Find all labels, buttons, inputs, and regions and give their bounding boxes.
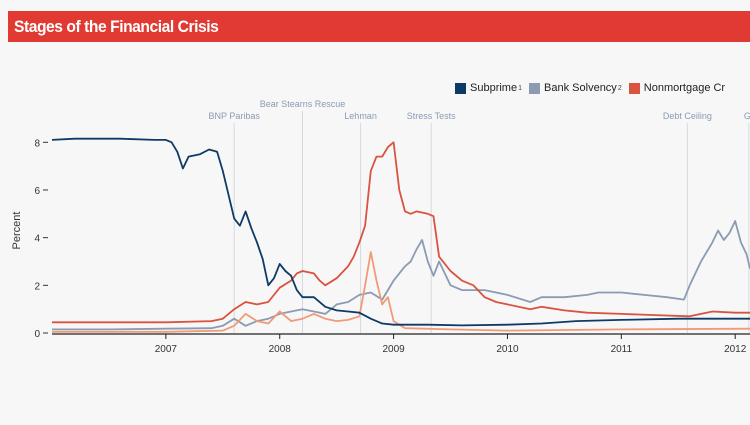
legend-sup-subprime: 1 [518,84,522,92]
series-line-subprime [51,137,750,327]
x-tick-label: 2011 [611,344,633,355]
x-tick-label: 2007 [155,344,178,355]
event-label: Debt Ceiling [663,111,712,121]
legend-swatch-subprime [455,82,466,94]
y-tick-label: 6 [34,186,40,197]
event-label: Bear Stearns Rescue [260,99,346,109]
legend-item-nonmortgage: Nonmortgage Cr [628,82,726,94]
legend-label-nonmortgage: Nonmortgage Cr [643,82,726,94]
legend-label-bank-solvency: Bank Solvency [544,82,617,94]
x-tick-label: 2008 [269,344,292,355]
event-label: BNP Paribas [209,111,261,121]
series-line-bank-solvency [52,220,750,331]
y-axis-label: Percent [11,212,23,250]
x-tick-label: 2009 [382,344,405,355]
event-label: Gr [744,111,750,121]
series-line-unlabeled [52,251,750,333]
legend-swatch-nonmortgage [628,82,640,94]
y-tick-label: 0 [34,329,40,340]
x-tick-label: 2010 [496,344,519,355]
event-label: Lehman [344,111,377,121]
legend-label-subprime: Subprime [470,82,518,94]
chart-title: Stages of the Financial Crisis [14,17,219,36]
legend-swatch-bank-solvency [529,82,541,94]
series-layer [51,137,750,333]
legend-item-bank-solvency: Bank Solvency 2 [529,82,622,94]
x-tick-label: 2012 [724,344,747,355]
legend: Subprime 1 Bank Solvency 2 Nonmortgage Cr [455,82,729,97]
y-tick-label: 8 [34,138,40,149]
title-bar: Stages of the Financial Crisis [8,11,750,42]
axes-layer: 0 2 4 6 8 Percent 2007 2008 2009 2010 2011 2012 [11,138,750,355]
legend-item-subprime: Subprime 1 [455,82,522,94]
event-label: Stress Tests [407,111,456,121]
series-line-nonmortgage-credit [52,141,750,324]
y-tick-label: 4 [34,234,40,245]
y-tick-label: 2 [34,281,40,292]
legend-sup-bank-solvency: 2 [617,84,622,92]
